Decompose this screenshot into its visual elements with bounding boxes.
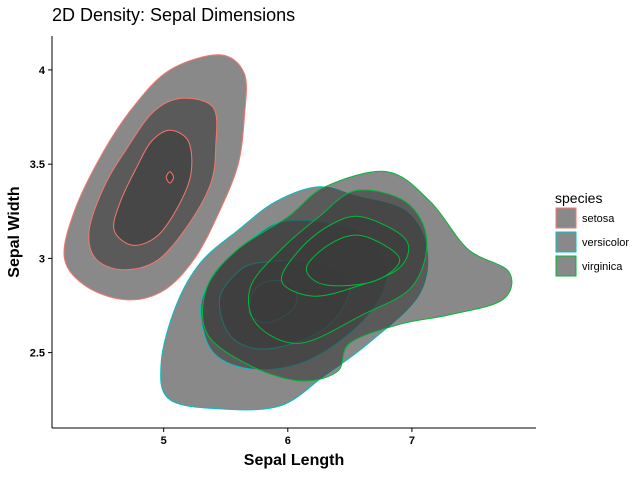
setosa-density-level-4	[165, 171, 175, 184]
y-tick-label: 2.5	[30, 348, 45, 360]
y-axis-title: Sepal Width	[6, 186, 23, 277]
legend: species setosa versicolor virginica	[555, 190, 629, 277]
x-tick-label: 5	[161, 435, 167, 447]
y-axis-ticks: 2.5 3 3.5 4	[30, 65, 52, 360]
x-tick-label: 6	[285, 435, 291, 447]
plot-area	[63, 54, 513, 411]
y-tick-label: 3.5	[30, 159, 45, 171]
y-tick-label: 4	[39, 65, 46, 77]
series-virginica	[201, 170, 513, 382]
x-axis-ticks: 5 6 7	[161, 428, 415, 447]
legend-label-setosa: setosa	[582, 213, 615, 225]
legend-title: species	[555, 190, 602, 206]
series-setosa	[63, 54, 247, 301]
legend-swatch-virginica	[555, 255, 577, 277]
y-tick-label: 3	[39, 253, 45, 265]
legend-label-versicolor: versicolor	[582, 237, 629, 249]
legend-swatch-setosa	[555, 207, 577, 229]
legend-label-virginica: virginica	[582, 261, 623, 273]
x-axis-title: Sepal Length	[244, 452, 344, 469]
setosa-density-level-3	[113, 129, 193, 246]
x-tick-label: 7	[409, 435, 415, 447]
chart-title: 2D Density: Sepal Dimensions	[52, 5, 295, 25]
legend-swatch-versicolor	[555, 231, 577, 253]
virginica-density-level-4	[305, 234, 401, 287]
